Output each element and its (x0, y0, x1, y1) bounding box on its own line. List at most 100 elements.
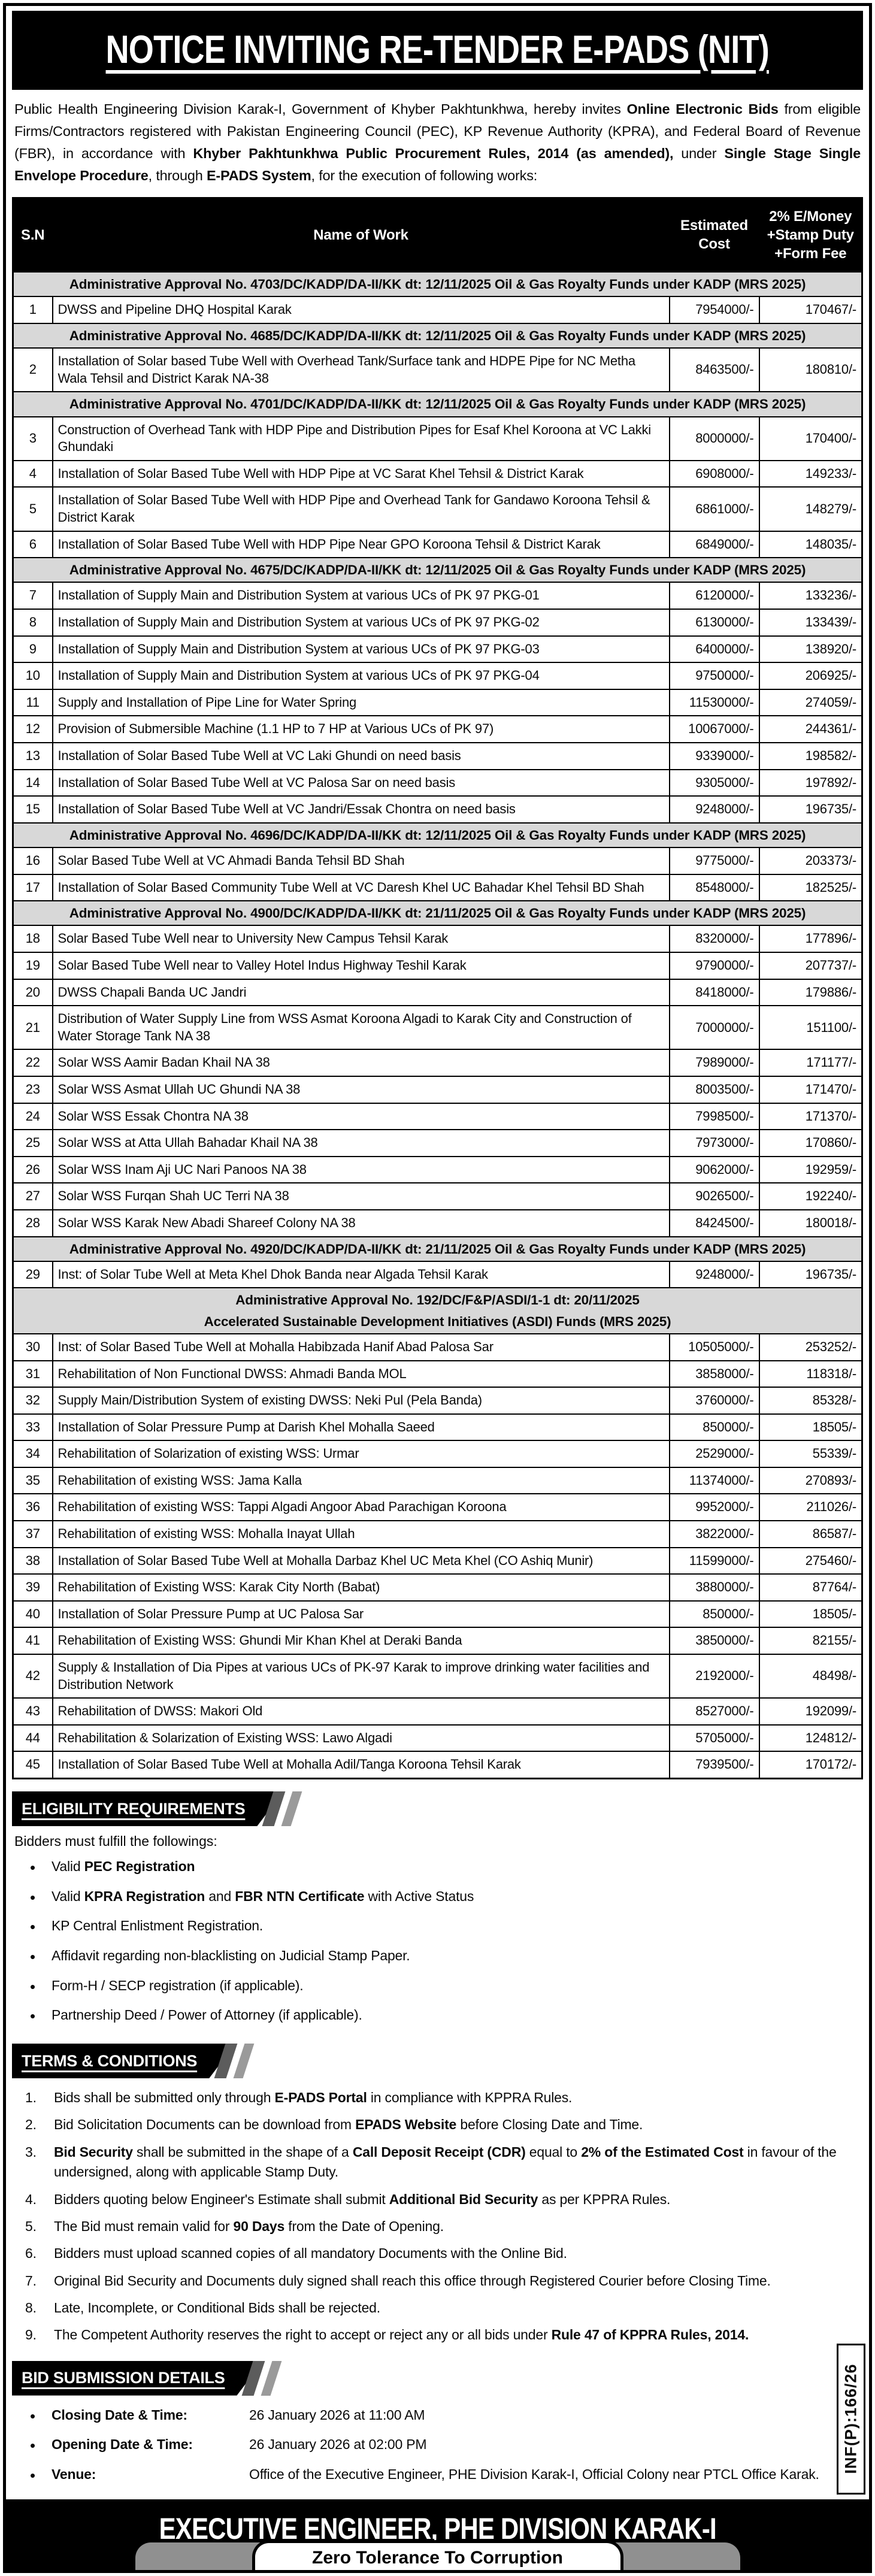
work-row: 35 Rehabilitation of existing WSS: Jama K… (12, 1466, 863, 1495)
work-name-cell: Solar WSS at Atta Ullah Bahadar Khail NA… (52, 1129, 670, 1157)
fee-cell: 170467/- (758, 296, 863, 324)
fee-cell: 151100/- (758, 1005, 863, 1051)
sn-cell: 39 (12, 1573, 53, 1602)
bid-submission-list: • Closing Date & Time: 26 January 2026 at … (12, 2402, 863, 2491)
work-name-cell: Installation of Solar Based Tube Well at… (52, 1751, 670, 1779)
fee-cell: 196735/- (758, 1260, 863, 1289)
fee-cell: 82155/- (758, 1627, 863, 1655)
term-item: 1. Bids shall be submitted only through E… (12, 2084, 863, 2111)
sn-cell: 18 (12, 925, 53, 953)
work-row: 22 Solar WSS Aamir Badan Khail NA 38 79890… (12, 1049, 863, 1077)
estimated-cost-cell: 2192000/- (668, 1654, 760, 1699)
work-name-cell: Rehabilitation of Existing WSS: Karak Ci… (52, 1573, 670, 1602)
work-row: 26 Solar WSS Inam Aji UC Nari Panoos NA 3… (12, 1155, 863, 1184)
sn-cell: 13 (12, 741, 53, 770)
eligibility-item: • Valid KPRA Registration and FBR NTN Cer… (12, 1883, 863, 1913)
work-row: 12 Provision of Submersible Machine (1.1 … (12, 715, 863, 743)
bid-item-label: Closing Date & Time: (52, 2407, 187, 2423)
term-number: 2. (25, 2117, 37, 2133)
work-name-cell: Installation of Solar Pressure Pump at D… (52, 1413, 670, 1442)
sn-cell: 45 (12, 1751, 53, 1779)
fee-cell: 192099/- (758, 1697, 863, 1726)
work-row: 15 Installation of Solar Based Tube Well … (12, 795, 863, 824)
work-row: 20 DWSS Chapali Banda UC Jandri 8418000/- 1… (12, 978, 863, 1007)
terms-list: 1. Bids shall be submitted only through E… (12, 2084, 863, 2348)
work-name-cell: Solar WSS Inam Aji UC Nari Panoos NA 38 (52, 1155, 670, 1184)
eligibility-item: • Valid PEC Registration (12, 1853, 863, 1883)
work-row: 43 Rehabilitation of DWSS: Makori Old 8527… (12, 1697, 863, 1726)
slash-stripe-icon (233, 2044, 255, 2079)
sn-cell: 23 (12, 1076, 53, 1104)
eligibility-list: • Valid PEC Registration • Valid KPRA Regis… (12, 1853, 863, 2032)
work-row: 30 Inst: of Solar Based Tube Well at Moha… (12, 1333, 863, 1361)
bullet-icon: • (30, 2007, 35, 2026)
sn-cell: 34 (12, 1440, 53, 1468)
fee-cell: 244361/- (758, 715, 863, 743)
work-row: 8 Installation of Supply Main and Distrib… (12, 609, 863, 637)
work-name-cell: Solar WSS Aamir Badan Khail NA 38 (52, 1049, 670, 1077)
fee-cell: 133236/- (758, 582, 863, 610)
work-name-cell: Construction of Overhead Tank with HDP P… (52, 416, 670, 461)
estimated-cost-cell: 6849000/- (668, 530, 760, 559)
estimated-cost-cell: 9952000/- (668, 1493, 760, 1522)
work-row: 13 Installation of Solar Based Tube Well … (12, 741, 863, 770)
table-header-row: S.N Name of Work Estimated Cost 2% E/Mon… (12, 196, 863, 273)
fee-cell: 196735/- (758, 795, 863, 824)
terms-heading-flag: TERMS & CONDITIONS (12, 2044, 235, 2078)
sn-cell: 36 (12, 1493, 53, 1522)
sn-cell: 3 (12, 416, 53, 461)
fee-cell: 192240/- (758, 1182, 863, 1210)
fee-cell: 55339/- (758, 1440, 863, 1468)
work-row: 42 Supply & Installation of Dia Pipes at … (12, 1654, 863, 1699)
estimated-cost-cell: 3858000/- (668, 1360, 760, 1388)
estimated-cost-cell: 8418000/- (668, 978, 760, 1007)
term-number: 3. (25, 2144, 37, 2160)
work-name-cell: Rehabilitation of existing WSS: Mohalla … (52, 1520, 670, 1548)
fee-cell: 177896/- (758, 925, 863, 953)
fee-cell: 138920/- (758, 635, 863, 664)
work-name-cell: Rehabilitation of existing WSS: Tappi Al… (52, 1493, 670, 1522)
section-row: Administrative Approval No. 192/DC/F&P/A… (12, 1287, 863, 1334)
work-name-cell: Rehabilitation & Solarization of Existin… (52, 1724, 670, 1752)
work-name-cell: Inst: of Solar Tube Well at Meta Khel Dh… (52, 1260, 670, 1289)
estimated-cost-cell: 11374000/- (668, 1466, 760, 1495)
fee-cell: 86587/- (758, 1520, 863, 1548)
bid-item-value: Office of the Executive Engineer, PHE Di… (249, 2466, 819, 2482)
sn-cell: 1 (12, 296, 53, 324)
work-name-cell: Solar WSS Karak New Abadi Shareef Colony… (52, 1209, 670, 1237)
sn-cell: 10 (12, 662, 53, 690)
fee-cell: 207737/- (758, 952, 863, 980)
sn-cell: 7 (12, 582, 53, 610)
notice-page: NOTICE INVITING RE-TENDER E-PADS (NIT) P… (3, 3, 872, 2573)
term-number: 8. (25, 2299, 37, 2315)
estimated-cost-cell: 9248000/- (668, 795, 760, 824)
work-row: 6 Installation of Solar Based Tube Well w… (12, 530, 863, 559)
sn-cell: 16 (12, 847, 53, 875)
work-name-cell: Installation of Solar Based Tube Well at… (52, 1546, 670, 1575)
fee-cell: 18505/- (758, 1413, 863, 1442)
estimated-cost-cell: 7954000/- (668, 296, 760, 324)
estimated-cost-cell: 6130000/- (668, 609, 760, 637)
footer-tagline-wrap: Zero Tolerance To Corruption (6, 2539, 869, 2570)
estimated-cost-cell: 8463500/- (668, 347, 760, 393)
section-row: Administrative Approval No. 4703/DC/KADP… (12, 271, 863, 298)
sn-cell: 15 (12, 795, 53, 824)
work-name-cell: Installation of Supply Main and Distribu… (52, 635, 670, 664)
estimated-cost-cell: 3850000/- (668, 1627, 760, 1655)
work-row: 4 Installation of Solar Based Tube Well w… (12, 459, 863, 488)
fee-cell: 203373/- (758, 847, 863, 875)
sn-cell: 28 (12, 1209, 53, 1237)
work-name-cell: Supply Main/Distribution System of exist… (52, 1387, 670, 1415)
bid-item: • Opening Date & Time: 26 January 2026 at … (12, 2431, 863, 2461)
estimated-cost-cell: 9062000/- (668, 1155, 760, 1184)
sn-cell: 25 (12, 1129, 53, 1157)
fee-cell: 180810/- (758, 347, 863, 393)
fee-cell: 171370/- (758, 1102, 863, 1131)
work-name-cell: Solar WSS Essak Chontra NA 38 (52, 1102, 670, 1131)
work-row: 1 DWSS and Pipeline DHQ Hospital Karak 795… (12, 296, 863, 324)
bullet-icon: • (30, 1918, 35, 1936)
sn-cell: 33 (12, 1413, 53, 1442)
fee-cell: 275460/- (758, 1546, 863, 1575)
term-item: 7. Original Bid Security and Documents du… (12, 2268, 863, 2295)
work-name-cell: Installation of Solar based Tube Well wi… (52, 347, 670, 393)
